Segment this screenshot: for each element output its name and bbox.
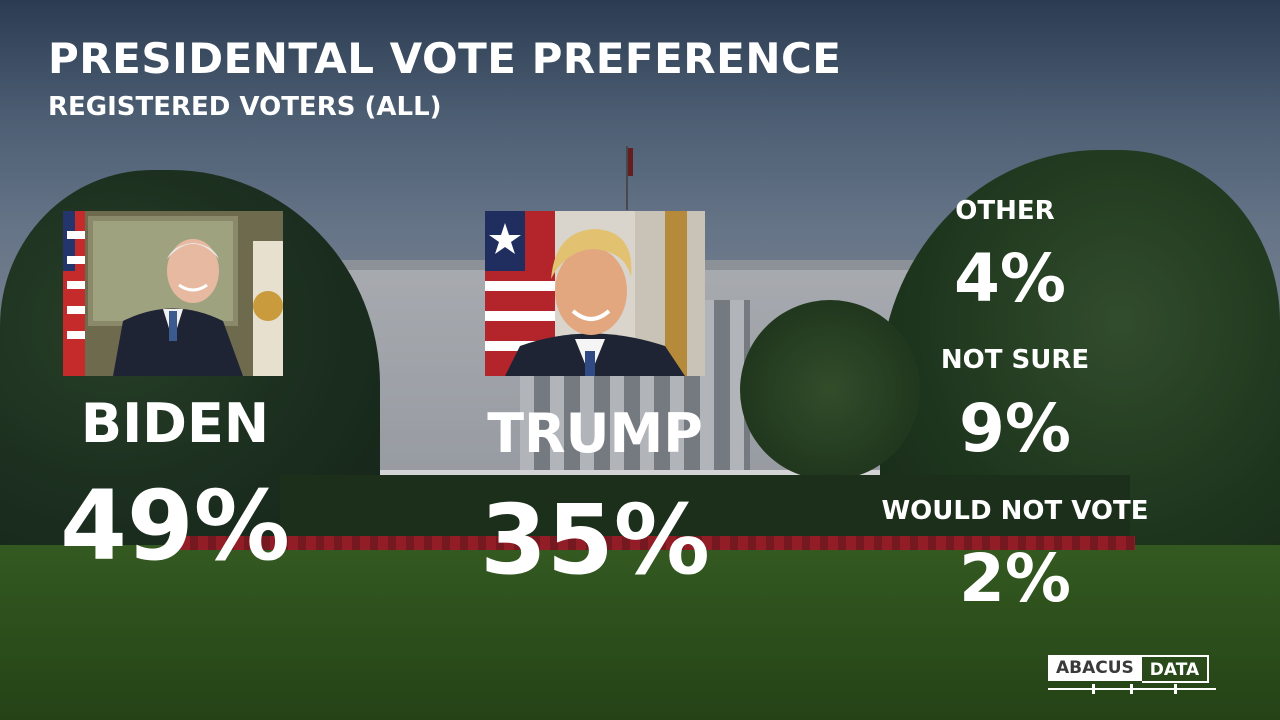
other-label: OTHER — [955, 196, 1055, 226]
trump-label: TRUMP — [487, 402, 703, 465]
biden-percentage: 49% — [60, 470, 290, 582]
would-not-vote-label: WOULD NOT VOTE — [881, 496, 1149, 526]
flagpole — [626, 146, 628, 210]
biden-label: BIDEN — [80, 392, 270, 455]
would-not-vote-percentage: 2% — [958, 540, 1072, 617]
logo-bead — [1174, 684, 1177, 694]
logo-bead — [1092, 684, 1095, 694]
trump-portrait — [485, 211, 705, 376]
hedge — [280, 475, 1130, 540]
chart-subtitle: REGISTERED VOTERS (ALL) — [48, 92, 442, 122]
lawn — [0, 545, 1280, 720]
logo-text-abacus: ABACUS — [1048, 655, 1142, 681]
biden-portrait — [63, 211, 283, 376]
flag — [628, 148, 633, 176]
trump-percentage: 35% — [480, 484, 710, 596]
tree-center — [740, 300, 920, 480]
flower-bed — [180, 536, 1135, 550]
logo-wordmark: ABACUS DATA — [1048, 655, 1210, 683]
other-percentage: 4% — [953, 240, 1067, 317]
logo-bead — [1130, 684, 1133, 694]
chart-title: PRESIDENTAL VOTE PREFERENCE — [48, 34, 842, 83]
logo-text-data: DATA — [1141, 655, 1210, 683]
not-sure-label: NOT SURE — [940, 345, 1090, 375]
abacus-data-logo: ABACUS DATA — [1048, 655, 1216, 695]
not-sure-percentage: 9% — [958, 390, 1072, 467]
